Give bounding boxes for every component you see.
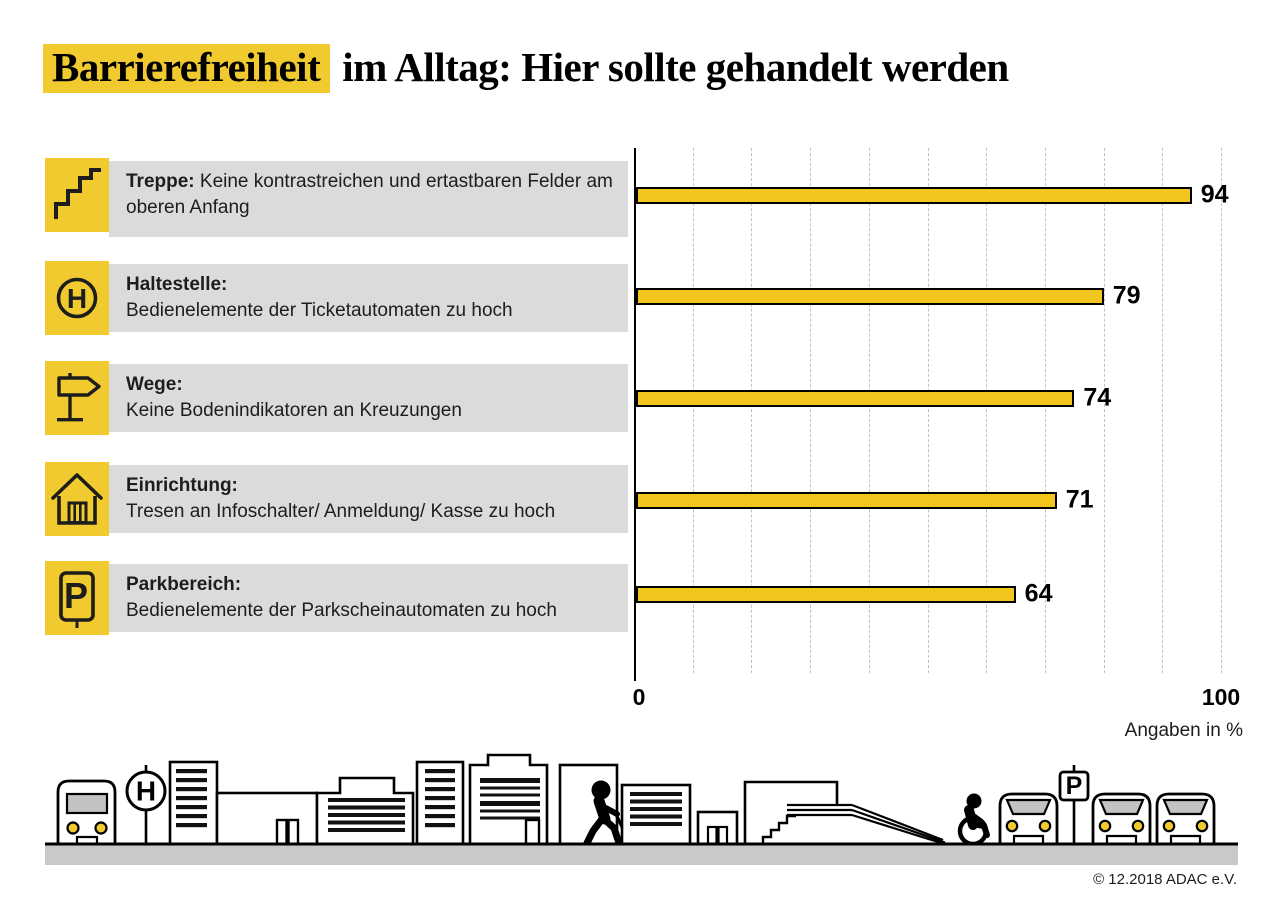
category-row-wege: Wege: Keine Bodenindikatoren an Kreuzung… [45,361,628,435]
building [620,783,692,846]
category-label: Haltestelle: [126,274,228,295]
category-description: Bedienelemente der Parkscheinautomaten z… [126,600,557,621]
category-label: Parkbereich: [126,574,242,595]
category-description: Keine Bodenindikatoren an Kreuzungen [126,400,462,421]
bus-icon [56,779,117,846]
category-text: Haltestelle: Bedienelemente der Ticketau… [109,264,628,332]
title-highlight: Barrierefreiheit [43,44,331,93]
building [696,810,739,846]
stairs [761,814,796,844]
category-row-parkbereich: P Parkbereich: Bedienelemente der Parksc… [45,561,628,635]
category-text: Parkbereich: Bedienelemente der Parksche… [109,564,628,632]
category-label: Treppe: [126,171,195,192]
bar-fill [636,187,1192,204]
category-text: Treppe: Keine kontrastreichen und ertast… [109,161,628,237]
building [215,791,319,846]
gridline [1162,148,1164,673]
building [468,753,549,846]
building-icon [45,462,109,536]
bar-value: 71 [1065,485,1094,514]
bar-fill [636,492,1057,509]
page-title: Barrierefreiheit im Alltag: Hier sollte g… [43,38,1243,96]
wheelchair-ramp [787,803,947,846]
car-icon [1091,792,1152,846]
bar-value: 79 [1112,281,1141,310]
category-label: Einrichtung: [126,475,238,496]
gridline [927,148,929,673]
category-description: Tresen an Infoschalter/ Anmeldung/ Kasse… [126,501,556,522]
category-text: Einrichtung: Tresen an Infoschalter/ Anm… [109,465,628,533]
building [168,760,219,846]
category-label: Wege: [126,374,183,395]
signpost-icon [45,361,109,435]
axis-unit-label: Angaben in % [1124,720,1243,741]
svg-text:H: H [136,776,156,807]
gridline [1044,148,1046,673]
bar-fill [636,390,1075,407]
building [315,776,415,844]
parking-sign: P [1058,765,1090,844]
category-row-treppe: Treppe: Keine kontrastreichen und ertast… [45,158,628,237]
svg-text:P: P [1066,772,1083,800]
gridline [751,148,753,673]
car-icon [1155,792,1216,846]
svg-text:H: H [67,283,87,314]
category-row-einrichtung: Einrichtung: Tresen an Infoschalter/ Anm… [45,462,628,536]
bar-fill [636,288,1104,305]
bar-value: 64 [1024,579,1053,608]
copyright-notice: © 12.2018 ADAC e.V. [1093,871,1237,888]
wheelchair-user-icon [957,793,990,847]
bar-haltestelle: 79 [636,281,1141,309]
bar-einrichtung: 71 [636,485,1094,513]
building [558,763,619,846]
gridline [1103,148,1105,673]
bus-stop-sign: H [125,765,167,844]
gridline [868,148,870,673]
gridline [692,148,694,673]
category-description: Keine kontrastreichen und ertastbaren Fe… [126,171,613,218]
parking-sign-icon: P [45,561,109,635]
category-description: Bedienelemente der Ticketautomaten zu ho… [126,300,513,321]
axis-tick-max: 100 [1201,684,1241,710]
bar-parkbereich: 64 [636,579,1052,607]
axis-tick-min: 0 [632,684,646,710]
chart-y-axis-line [633,148,636,681]
gridline [986,148,988,673]
svg-text:P: P [64,575,88,616]
bar-value: 74 [1083,383,1112,412]
bar-treppe: 94 [636,180,1229,208]
gridline [810,148,812,673]
bar-wege: 74 [636,383,1111,411]
city-skyline-illustration: H P [45,753,1238,865]
title-rest: im Alltag: Hier sollte gehandelt werden [342,44,1009,90]
category-text: Wege: Keine Bodenindikatoren an Kreuzung… [109,364,628,432]
bar-fill [636,586,1016,603]
building [415,760,465,846]
ground-strip [45,845,1238,865]
car-icon [998,792,1059,846]
category-row-haltestelle: H Haltestelle: Bedienelemente der Ticket… [45,261,628,335]
gridline [1221,148,1222,673]
bus-stop-sign-icon: H [45,261,109,335]
stairs-and-ramp [743,780,947,846]
stairs-icon [45,158,109,232]
bar-value: 94 [1200,180,1229,209]
